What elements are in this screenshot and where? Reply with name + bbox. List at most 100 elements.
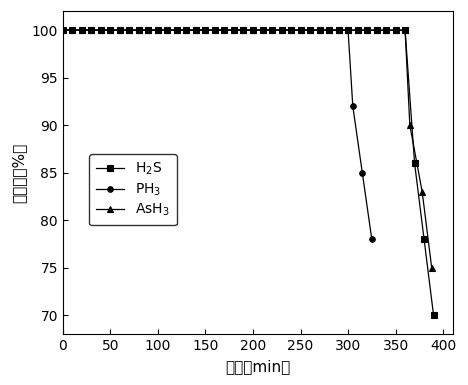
Line: H$_2$S: H$_2$S [60,27,436,318]
H$_2$S [183,28,189,32]
X-axis label: 时间（min）: 时间（min） [225,359,290,374]
PH$_3$ [269,28,275,32]
PH$_3$ [136,28,142,32]
H$_2$S [165,28,170,32]
PH$_3$ [165,28,170,32]
PH$_3$ [203,28,208,32]
AsH$_3$ [288,28,294,32]
AsH$_3$ [193,28,199,32]
H$_2$S [393,28,398,32]
H$_2$S [364,28,370,32]
Legend: H$_2$S, PH$_3$, AsH$_3$: H$_2$S, PH$_3$, AsH$_3$ [89,154,177,225]
H$_2$S [155,28,161,32]
AsH$_3$ [212,28,218,32]
AsH$_3$ [374,28,380,32]
H$_2$S [431,313,436,318]
AsH$_3$ [260,28,265,32]
AsH$_3$ [298,28,303,32]
PH$_3$ [326,28,332,32]
AsH$_3$ [183,28,189,32]
PH$_3$ [298,28,303,32]
H$_2$S [193,28,199,32]
AsH$_3$ [174,28,180,32]
H$_2$S [317,28,322,32]
PH$_3$ [108,28,113,32]
H$_2$S [269,28,275,32]
PH$_3$ [307,28,313,32]
AsH$_3$ [269,28,275,32]
AsH$_3$ [419,189,425,194]
H$_2$S [222,28,227,32]
AsH$_3$ [79,28,85,32]
AsH$_3$ [203,28,208,32]
PH$_3$ [350,104,356,109]
PH$_3$ [79,28,85,32]
PH$_3$ [345,28,351,32]
H$_2$S [298,28,303,32]
PH$_3$ [336,28,341,32]
H$_2$S [336,28,341,32]
PH$_3$ [127,28,132,32]
H$_2$S [402,28,408,32]
Line: AsH$_3$: AsH$_3$ [60,27,434,271]
AsH$_3$ [155,28,161,32]
AsH$_3$ [429,266,434,270]
AsH$_3$ [364,28,370,32]
PH$_3$ [193,28,199,32]
PH$_3$ [231,28,237,32]
H$_2$S [241,28,246,32]
H$_2$S [260,28,265,32]
Y-axis label: 脱除率（%）: 脱除率（%） [11,143,26,203]
AsH$_3$ [307,28,313,32]
AsH$_3$ [250,28,256,32]
PH$_3$ [146,28,151,32]
H$_2$S [279,28,285,32]
AsH$_3$ [165,28,170,32]
AsH$_3$ [241,28,246,32]
PH$_3$ [174,28,180,32]
H$_2$S [250,28,256,32]
AsH$_3$ [279,28,285,32]
PH$_3$ [88,28,94,32]
H$_2$S [136,28,142,32]
PH$_3$ [70,28,75,32]
AsH$_3$ [127,28,132,32]
H$_2$S [345,28,351,32]
PH$_3$ [359,171,365,175]
AsH$_3$ [393,28,398,32]
AsH$_3$ [326,28,332,32]
H$_2$S [383,28,389,32]
H$_2$S [412,161,417,166]
H$_2$S [117,28,123,32]
AsH$_3$ [355,28,360,32]
AsH$_3$ [402,28,408,32]
PH$_3$ [222,28,227,32]
H$_2$S [108,28,113,32]
PH$_3$ [212,28,218,32]
H$_2$S [326,28,332,32]
PH$_3$ [260,28,265,32]
AsH$_3$ [70,28,75,32]
H$_2$S [88,28,94,32]
AsH$_3$ [317,28,322,32]
AsH$_3$ [117,28,123,32]
AsH$_3$ [60,28,66,32]
H$_2$S [288,28,294,32]
PH$_3$ [60,28,66,32]
PH$_3$ [98,28,104,32]
PH$_3$ [183,28,189,32]
H$_2$S [79,28,85,32]
AsH$_3$ [108,28,113,32]
PH$_3$ [155,28,161,32]
AsH$_3$ [136,28,142,32]
H$_2$S [174,28,180,32]
PH$_3$ [117,28,123,32]
AsH$_3$ [88,28,94,32]
AsH$_3$ [383,28,389,32]
H$_2$S [212,28,218,32]
PH$_3$ [369,237,374,242]
H$_2$S [203,28,208,32]
Line: PH$_3$: PH$_3$ [60,27,374,242]
H$_2$S [70,28,75,32]
PH$_3$ [317,28,322,32]
